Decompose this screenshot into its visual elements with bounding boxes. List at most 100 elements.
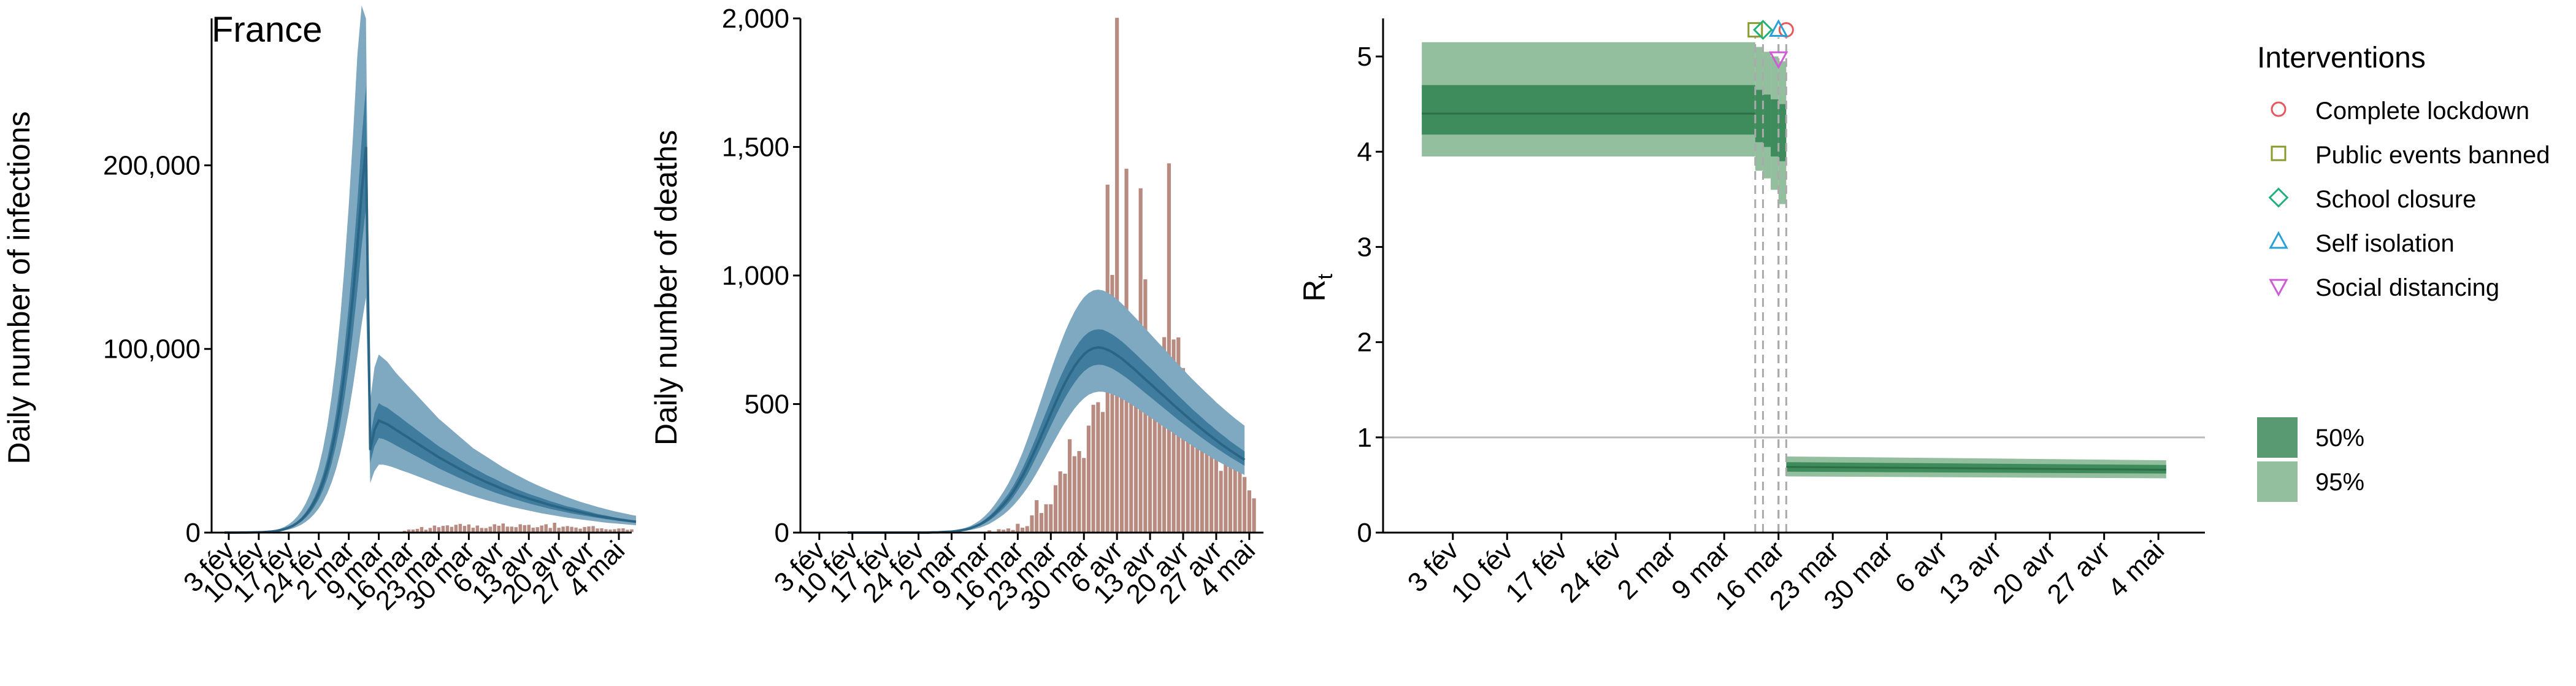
observed-bar xyxy=(1246,489,1252,533)
observed-bar xyxy=(496,525,502,533)
legend-swatch-ci xyxy=(2257,417,2298,458)
observed-bar xyxy=(526,523,532,533)
legend-label: Social distancing xyxy=(2315,274,2499,301)
legend-swatch-ci xyxy=(2257,461,2298,502)
observed-bar xyxy=(466,523,472,533)
x-tick-label: 24 fév xyxy=(1554,535,1627,608)
observed-bar xyxy=(449,526,454,533)
observed-bar xyxy=(590,525,596,533)
observed-bar xyxy=(462,525,467,533)
observed-bar xyxy=(440,525,446,533)
observed-bar xyxy=(1166,162,1172,533)
observed-bar xyxy=(518,523,523,533)
observed-bar xyxy=(1067,438,1073,533)
y-tick-label: 5 xyxy=(1357,42,1372,72)
observed-bar xyxy=(1014,523,1021,533)
observed-bar xyxy=(560,525,566,533)
observed-bar xyxy=(1033,499,1040,533)
legend-marker-triangle-up xyxy=(2269,231,2288,249)
intervention-marker-square xyxy=(1747,22,1763,38)
y-tick-label: 2,000 xyxy=(722,4,789,34)
y-tick-label: 3 xyxy=(1357,232,1372,262)
x-tick-label: 13 avr xyxy=(1933,535,2007,609)
observed-bar xyxy=(1029,514,1035,533)
legend-label: Public events banned xyxy=(2315,142,2550,169)
median-line xyxy=(224,147,637,534)
observed-bar xyxy=(1119,377,1125,533)
y-axis-label: Rt xyxy=(1297,274,1337,302)
observed-bar xyxy=(1057,470,1064,533)
observed-bar xyxy=(1048,503,1054,533)
observed-bar xyxy=(1100,410,1106,533)
observed-bar xyxy=(505,525,510,533)
rt-median-after xyxy=(1786,466,2166,471)
x-tick-label: 10 fév xyxy=(1446,535,1519,608)
rt-ci50-step xyxy=(1755,90,1763,142)
x-tick-label: 4 mai xyxy=(2102,535,2170,603)
legend-marker-triangle-down xyxy=(2269,279,2288,297)
legend-label: Complete lockdown xyxy=(2315,98,2529,125)
y-tick-label: 2 xyxy=(1357,328,1372,358)
observed-bar xyxy=(1076,450,1083,533)
observed-bar xyxy=(1241,476,1248,533)
rt-ci50-step xyxy=(1763,94,1771,147)
y-tick-label: 0 xyxy=(1357,518,1372,548)
rt-ci50-step xyxy=(1771,99,1779,157)
x-tick-label: 27 avr xyxy=(2042,535,2116,609)
ci50-band xyxy=(224,86,636,533)
observed-bar xyxy=(1062,472,1068,533)
observed-bar xyxy=(492,523,497,533)
observed-bar xyxy=(1251,497,1257,533)
observed-bar xyxy=(1133,393,1139,533)
legend-marker-diamond xyxy=(2268,187,2289,208)
ci95-band xyxy=(848,290,1245,533)
x-tick-label: 17 fév xyxy=(1500,535,1573,608)
observed-bar xyxy=(445,524,450,533)
observed-bar xyxy=(1081,457,1087,533)
observed-bar xyxy=(1185,430,1191,533)
y-axis-label: Daily number of infections xyxy=(2,111,36,464)
x-tick-label: 2 mar xyxy=(1612,535,1682,605)
observed-bar xyxy=(569,526,575,533)
observed-bar xyxy=(539,524,545,533)
observed-bar xyxy=(432,524,437,533)
observed-bar xyxy=(1218,469,1224,533)
y-axis-label: Daily number of deaths xyxy=(649,130,683,445)
legend-label: School closure xyxy=(2315,186,2476,213)
observed-bar xyxy=(500,522,506,533)
observed-bar xyxy=(1128,387,1134,533)
rt-ci50-step xyxy=(1778,104,1787,161)
observed-bar xyxy=(509,525,515,533)
y-axis-label-subscript: t xyxy=(1314,274,1337,280)
intervention-marker-triangle-down xyxy=(1768,51,1788,69)
x-tick-label: 20 avr xyxy=(1987,535,2061,609)
intervention-marker-diamond xyxy=(1753,20,1773,40)
y-tick-label: 1,000 xyxy=(722,261,789,291)
y-tick-label: 4 xyxy=(1357,137,1372,167)
observed-bar xyxy=(458,523,463,533)
ci95-band xyxy=(224,6,636,533)
observed-bar xyxy=(1043,503,1049,533)
intervention-marker-triangle-up xyxy=(1768,19,1788,37)
y-tick-label: 0 xyxy=(775,518,789,548)
rt-ci50-before xyxy=(1422,85,1755,135)
observed-bar xyxy=(1024,525,1030,533)
observed-bar xyxy=(586,525,592,533)
y-tick-label: 0 xyxy=(186,518,201,548)
chart-title: France xyxy=(212,10,323,50)
legend-marker-square xyxy=(2271,145,2287,161)
legend-label: Self isolation xyxy=(2315,230,2455,257)
observed-bar xyxy=(543,523,549,533)
y-tick-label: 200,000 xyxy=(103,150,201,180)
interventions-legend: Interventions Complete lockdown Public eve… xyxy=(2257,42,2550,502)
observed-bar xyxy=(551,522,558,533)
observed-bar xyxy=(1091,404,1097,533)
legend-ci-label: 50% xyxy=(2315,425,2364,452)
observed-bar xyxy=(488,525,493,533)
observed-bar xyxy=(475,524,480,533)
observed-bar xyxy=(564,525,570,533)
